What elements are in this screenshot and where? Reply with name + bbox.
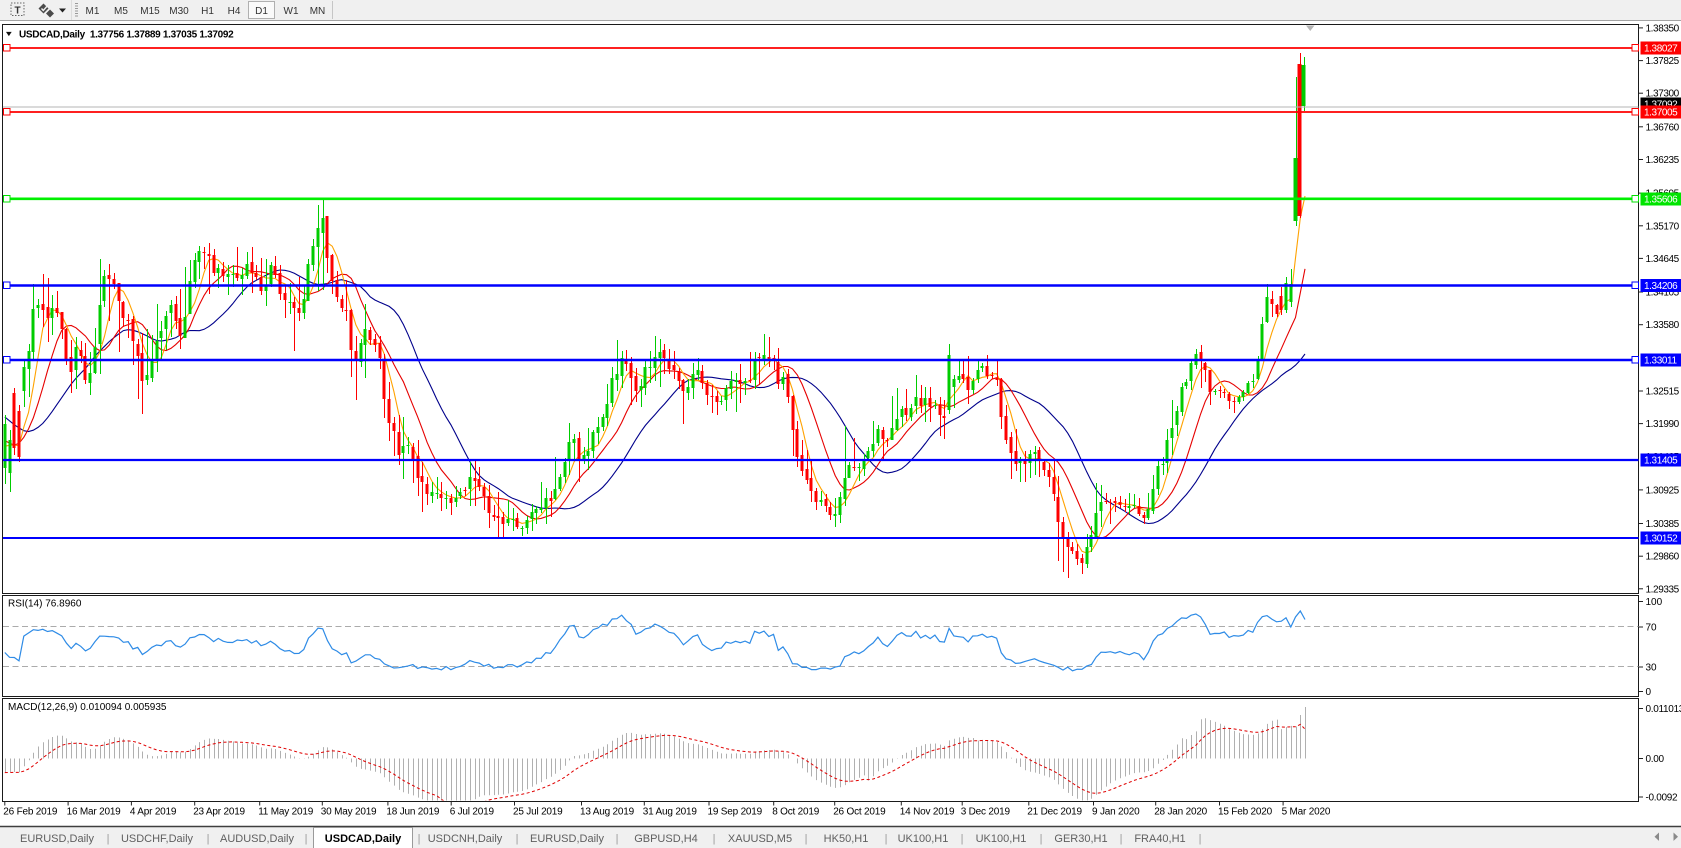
svg-text:USDCAD,Daily: USDCAD,Daily [325,833,402,845]
svg-text:1.34645: 1.34645 [1646,254,1680,265]
svg-text:3 Dec 2019: 3 Dec 2019 [961,807,1011,818]
svg-text:21 Dec 2019: 21 Dec 2019 [1027,807,1082,818]
svg-text:|: | [107,833,110,845]
svg-text:|: | [961,833,964,845]
svg-text:|: | [207,833,210,845]
svg-text:1.37005: 1.37005 [1644,108,1678,119]
svg-text:|: | [1199,833,1202,845]
svg-text:9 Jan 2020: 9 Jan 2020 [1092,807,1140,818]
svg-text:23 Apr 2019: 23 Apr 2019 [193,807,245,818]
svg-text:1.29335: 1.29335 [1646,584,1680,595]
svg-text:HK50,H1: HK50,H1 [824,833,869,845]
svg-text:MACD(12,26,9) 0.010094 0.00593: MACD(12,26,9) 0.010094 0.005935 [8,702,167,713]
svg-text:13 Aug 2019: 13 Aug 2019 [580,807,635,818]
svg-text:EURUSD,Daily: EURUSD,Daily [20,833,94,845]
svg-text:H4: H4 [228,6,241,17]
svg-text:EURUSD,Daily: EURUSD,Daily [530,833,604,845]
svg-text:UK100,H1: UK100,H1 [976,833,1027,845]
svg-text:1.34206: 1.34206 [1644,281,1678,292]
svg-text:USDCNH,Daily: USDCNH,Daily [428,833,503,845]
svg-text:1.34105: 1.34105 [1646,288,1680,299]
svg-text:28 Jan 2020: 28 Jan 2020 [1154,807,1207,818]
svg-text:1.35170: 1.35170 [1646,221,1680,232]
svg-text:0: 0 [1646,687,1652,698]
svg-text:|: | [305,833,308,845]
svg-text:4 Apr 2019: 4 Apr 2019 [130,807,177,818]
svg-text:1.33011: 1.33011 [1644,356,1677,367]
svg-text:1.38350: 1.38350 [1646,23,1680,34]
svg-text:M1: M1 [86,6,100,17]
svg-text:1.30385: 1.30385 [1646,519,1680,530]
svg-text:RSI(14) 76.8960: RSI(14) 76.8960 [8,599,82,610]
svg-text:M15: M15 [140,6,160,17]
svg-text:1.33580: 1.33580 [1646,320,1680,331]
svg-text:0.011013: 0.011013 [1646,704,1681,715]
svg-text:|: | [1120,833,1123,845]
svg-text:M5: M5 [114,6,128,17]
svg-text:1.37825: 1.37825 [1646,56,1680,67]
svg-text:USDCHF,Daily: USDCHF,Daily [121,833,194,845]
svg-text:UK100,H1: UK100,H1 [898,833,949,845]
svg-text:H1: H1 [201,6,214,17]
svg-text:1.36235: 1.36235 [1646,155,1680,166]
svg-text:D1: D1 [255,6,268,17]
svg-text:1.36760: 1.36760 [1646,122,1680,133]
svg-text:GBPUSD,H4: GBPUSD,H4 [634,833,698,845]
svg-text:|: | [713,833,716,845]
svg-text:6 Jul 2019: 6 Jul 2019 [450,807,495,818]
svg-text:|: | [805,833,808,845]
svg-text:31 Aug 2019: 31 Aug 2019 [643,807,698,818]
svg-text:1.35606: 1.35606 [1644,195,1678,206]
svg-text:1.32515: 1.32515 [1646,387,1680,398]
svg-text:W1: W1 [284,6,299,17]
svg-text:14 Nov 2019: 14 Nov 2019 [900,807,955,818]
svg-text:FRA40,H1: FRA40,H1 [1134,833,1185,845]
svg-text:100: 100 [1646,597,1663,608]
svg-text:1.38027: 1.38027 [1644,44,1678,55]
svg-text:70: 70 [1646,623,1658,634]
svg-text:|: | [885,833,888,845]
svg-text:AUDUSD,Daily: AUDUSD,Daily [220,833,294,845]
svg-text:GER30,H1: GER30,H1 [1054,833,1107,845]
svg-text:0.00: 0.00 [1646,754,1665,765]
svg-text:11 May 2019: 11 May 2019 [258,807,314,818]
svg-text:USDCAD,Daily 1.37756 1.37889: USDCAD,Daily 1.37756 1.37889 1.37035 1.3… [19,30,234,41]
svg-text:26 Feb 2019: 26 Feb 2019 [3,807,58,818]
svg-text:8 Oct 2019: 8 Oct 2019 [772,807,820,818]
svg-text:T: T [14,6,20,17]
svg-text:|: | [1040,833,1043,845]
svg-text:1.30152: 1.30152 [1644,534,1678,545]
svg-text:|: | [418,833,421,845]
svg-text:30 May 2019: 30 May 2019 [321,807,377,818]
svg-text:15 Feb 2020: 15 Feb 2020 [1218,807,1273,818]
svg-text:5 Mar 2020: 5 Mar 2020 [1282,807,1331,818]
svg-text:|: | [516,833,519,845]
svg-text:19 Sep 2019: 19 Sep 2019 [708,807,763,818]
svg-text:30: 30 [1646,663,1658,674]
svg-text:18 Jun 2019: 18 Jun 2019 [386,807,439,818]
svg-text:25 Jul 2019: 25 Jul 2019 [513,807,563,818]
svg-text:-0.0092: -0.0092 [1646,793,1679,804]
svg-text:1.29860: 1.29860 [1646,552,1680,563]
svg-text:1.37092: 1.37092 [1644,100,1678,111]
svg-text:XAUUSD,M5: XAUUSD,M5 [728,833,792,845]
svg-text:MN: MN [310,6,326,17]
svg-text:M30: M30 [169,6,189,17]
svg-text:1.30925: 1.30925 [1646,485,1680,496]
svg-text:1.31405: 1.31405 [1644,456,1678,467]
svg-text:1.31990: 1.31990 [1646,419,1680,430]
svg-text:16 Mar 2019: 16 Mar 2019 [67,807,122,818]
svg-text:|: | [616,833,619,845]
svg-text:1.37300: 1.37300 [1646,89,1680,100]
svg-text:26 Oct 2019: 26 Oct 2019 [833,807,886,818]
